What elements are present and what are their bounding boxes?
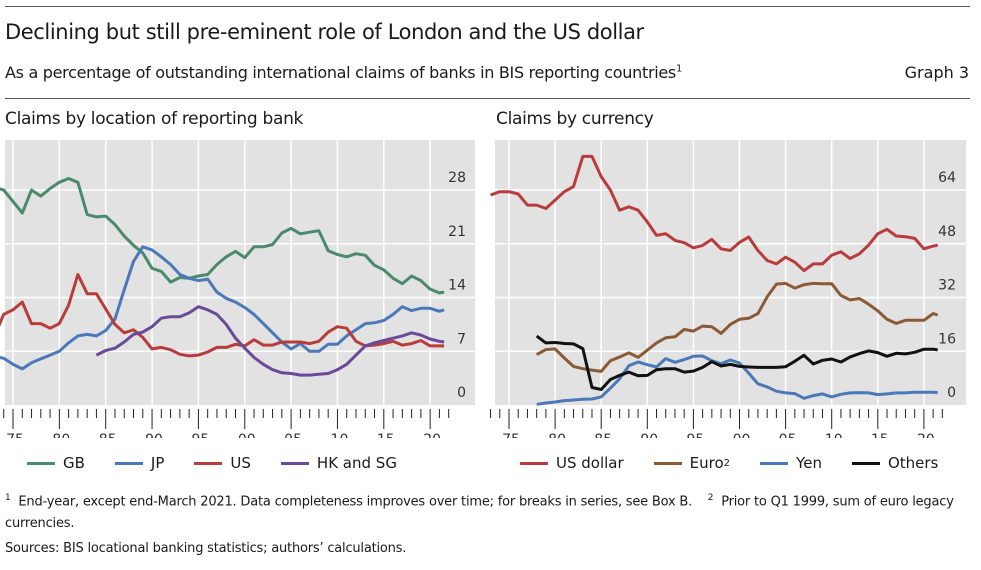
plot-background [5,140,435,405]
legend-label: US dollar [556,454,624,472]
x-tick-label: 90 [145,432,163,438]
footnote-1-marker: 1 [5,493,11,503]
legend-swatch [114,461,143,465]
legend-item-others: Others [851,454,939,472]
series-line-euro [535,281,939,373]
series-line-gb [0,177,445,295]
x-tick-label: 00 [733,432,751,438]
x-tick-label: 95 [191,432,209,438]
y-tick-label: 0 [457,385,466,401]
legend-label: Yen [796,454,822,472]
header-rule [5,98,970,99]
left-panel-title: Claims by location of reporting bank [5,109,304,129]
y-tick-label: 21 [448,224,466,240]
y-tick-label: 7 [457,331,466,347]
x-tick-label: 05 [284,432,302,438]
currency-legend: US dollar Euro 2 Yen Others [520,454,968,472]
legend-item-hk-and-sg: HK and SG [280,454,397,472]
y-tick-label: 32 [938,278,956,294]
legend-swatch [194,461,223,465]
series-line-us-dollar [490,154,939,273]
footnote-2: Prior to Q1 1999, sum of euro legacy cur… [5,494,954,532]
plot-background [495,140,926,405]
x-tick-label: 75 [6,432,24,438]
x-tick-label: 80 [548,432,566,438]
x-tick-label: 85 [99,432,117,438]
y-tick-label: 48 [938,224,956,240]
y-tick-label: 14 [448,278,466,294]
series-line-jp [0,245,445,371]
legend-label: JP [150,454,165,472]
series-line-hk-and-sg [95,305,445,377]
legend-item-us: US [194,454,251,472]
subtitle-footnote-ref: 1 [675,63,683,75]
x-tick-label: 90 [640,432,658,438]
legend-label: Euro [689,454,724,472]
currency-chart: 0 16 32 48 64 75 80 85 90 95 00 05 10 15 20 [490,140,966,438]
right-panel-title: Claims by currency [496,109,654,129]
legend-swatch [27,461,55,465]
plot-background-axis [926,140,966,405]
x-tick-label: 15 [377,432,395,438]
subtitle-text: As a percentage of outstanding internati… [5,63,676,82]
series-line-yen [536,354,938,406]
graph-title: Declining but still pre-eminent role of … [5,20,644,44]
legend-swatch [280,461,309,465]
footnotes: 1 End-year, except end-March 2021. Data … [5,487,975,535]
x-tick-label: 95 [686,432,704,438]
graph-number: Graph 3 [904,63,969,82]
y-tick-label: 16 [938,331,956,347]
legend-item-yen: Yen [760,454,822,472]
legend-label: GB [63,454,85,472]
y-tick-label: 28 [448,170,466,186]
footnote-1: End-year, except end-March 2021. Data co… [18,494,693,510]
x-tick-label: 10 [331,432,349,438]
legend-footnote-ref: 2 [723,457,731,469]
location-legend: GB JP US HK and SG [27,454,427,472]
top-rule [5,6,970,7]
legend-item-euro: Euro 2 [653,454,731,472]
x-tick-label: 80 [52,432,70,438]
x-tick-label: 20 [917,432,935,438]
legend-label: HK and SG [316,454,397,472]
x-tick-label: 05 [779,432,797,438]
y-tick-label: 0 [947,385,956,401]
sources-note: Sources: BIS locational banking statisti… [5,541,407,556]
x-tick-label: 10 [825,432,843,438]
legend-swatch [653,461,682,465]
x-tick-label: 75 [502,432,520,438]
legend-label: US [230,454,251,472]
legend-swatch [520,461,548,465]
x-tick-label: 85 [594,432,612,438]
y-tick-label: 64 [938,170,956,186]
legend-item-us-dollar: US dollar [520,454,624,472]
legend-item-gb: GB [27,454,85,472]
legend-item-jp: JP [114,454,165,472]
legend-label: Others [887,454,939,472]
series-line-others [535,334,938,391]
footnote-2-marker: 2 [707,493,714,503]
graph-subtitle: As a percentage of outstanding internati… [5,63,682,82]
x-tick-label: 15 [871,432,889,438]
legend-swatch [760,461,789,465]
series-line-us [0,273,445,358]
legend-swatch [851,461,880,465]
plot-background-axis [435,140,475,405]
x-tick-label: 20 [423,432,441,438]
x-tick-label: 00 [238,432,256,438]
location-chart: 0 7 14 21 28 75 80 85 90 95 00 05 10 15 20 [0,140,475,438]
